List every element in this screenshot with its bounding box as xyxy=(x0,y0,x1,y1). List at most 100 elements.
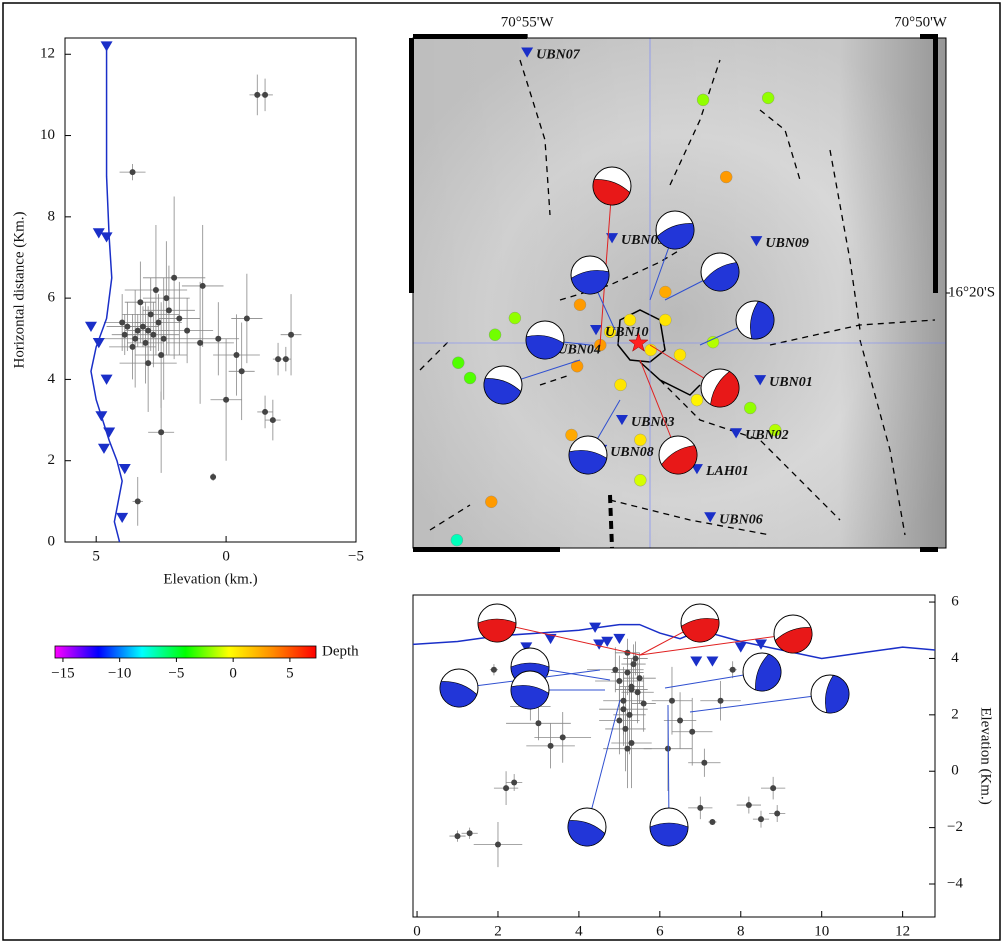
event xyxy=(774,811,780,817)
colorbar-tick-label: −10 xyxy=(108,665,131,681)
event xyxy=(624,746,630,752)
station-label: UBN03 xyxy=(631,415,675,430)
x-tick-label: 0 xyxy=(222,548,230,564)
event xyxy=(509,312,521,324)
station-label: UBN10 xyxy=(605,325,649,340)
event xyxy=(746,802,752,808)
event xyxy=(467,830,473,836)
event xyxy=(451,534,463,546)
event xyxy=(720,171,732,183)
y-tick-label: 4 xyxy=(951,650,959,666)
event xyxy=(171,275,177,281)
event xyxy=(275,356,281,362)
event xyxy=(620,698,626,704)
event xyxy=(254,92,260,98)
event xyxy=(135,498,141,504)
event xyxy=(634,474,646,486)
event xyxy=(560,734,566,740)
event xyxy=(166,307,172,313)
event xyxy=(629,740,635,746)
colorbar-tick-label: 0 xyxy=(229,665,237,681)
colorbar xyxy=(55,646,316,658)
colorbar-tick-label: −5 xyxy=(168,665,184,681)
event xyxy=(770,785,776,791)
event xyxy=(156,320,162,326)
event xyxy=(697,94,709,106)
event xyxy=(631,661,637,667)
event xyxy=(718,698,724,704)
y-tick-label: 8 xyxy=(48,208,56,224)
y-tick-label: 2 xyxy=(48,452,56,468)
event xyxy=(620,706,626,712)
x-tick-label: 6 xyxy=(656,923,664,939)
event xyxy=(485,496,497,508)
y-tick-label: −2 xyxy=(947,819,963,835)
event xyxy=(548,743,554,749)
colorbar-tick-label: −15 xyxy=(51,665,74,681)
event xyxy=(223,397,229,403)
event xyxy=(744,402,756,414)
y-axis-label: Elevation (Km.) xyxy=(978,707,994,804)
x-tick-label: −5 xyxy=(348,548,364,564)
event xyxy=(124,324,130,330)
event xyxy=(574,299,586,311)
figure: 50−5024681012Elevation (km.)Horizontal d… xyxy=(0,0,1004,944)
event xyxy=(762,92,774,104)
y-tick-label: 0 xyxy=(48,533,56,549)
event xyxy=(495,842,501,848)
event xyxy=(626,712,632,718)
event xyxy=(452,357,464,369)
event xyxy=(143,340,149,346)
event xyxy=(132,336,138,342)
event xyxy=(616,717,622,723)
event xyxy=(137,299,143,305)
event xyxy=(659,314,671,326)
event xyxy=(622,726,628,732)
x-tick-label: 70°50'W xyxy=(894,14,948,30)
y-tick-label: 0 xyxy=(951,763,959,779)
event xyxy=(283,356,289,362)
event xyxy=(689,729,695,735)
event xyxy=(511,780,517,786)
event xyxy=(145,328,151,334)
station-label: UBN09 xyxy=(765,236,809,251)
station-label: LAH01 xyxy=(705,464,749,479)
event xyxy=(464,372,476,384)
x-tick-label: 10 xyxy=(814,923,829,939)
event xyxy=(176,315,182,321)
event xyxy=(616,678,622,684)
station-label: UBN06 xyxy=(719,512,763,527)
event xyxy=(210,474,216,480)
event xyxy=(239,368,245,374)
event xyxy=(455,833,461,839)
event xyxy=(629,686,635,692)
event xyxy=(489,329,501,341)
event xyxy=(709,819,715,825)
station-label: UBN08 xyxy=(610,445,654,460)
event xyxy=(148,311,154,317)
x-tick-label: 4 xyxy=(575,923,583,939)
event xyxy=(262,409,268,415)
event xyxy=(677,717,683,723)
x-tick-label: 2 xyxy=(494,923,502,939)
y-tick-label: 4 xyxy=(48,371,56,387)
event xyxy=(122,332,128,338)
event xyxy=(215,336,221,342)
event xyxy=(200,283,206,289)
event xyxy=(612,667,618,673)
event xyxy=(119,320,125,326)
event xyxy=(659,286,671,298)
x-tick-label: 8 xyxy=(737,923,745,939)
y-tick-label: 6 xyxy=(951,593,959,609)
event xyxy=(565,429,577,441)
y-tick-label: 10 xyxy=(40,127,55,143)
colorbar-label: Depth xyxy=(322,643,359,659)
event xyxy=(184,328,190,334)
event xyxy=(615,379,627,391)
event xyxy=(140,324,146,330)
plot-frame xyxy=(413,595,935,917)
station-label: UBN01 xyxy=(769,375,813,390)
event xyxy=(145,360,151,366)
x-tick-label: 70°55'W xyxy=(501,14,555,30)
colorbar-tick-label: 5 xyxy=(286,665,294,681)
